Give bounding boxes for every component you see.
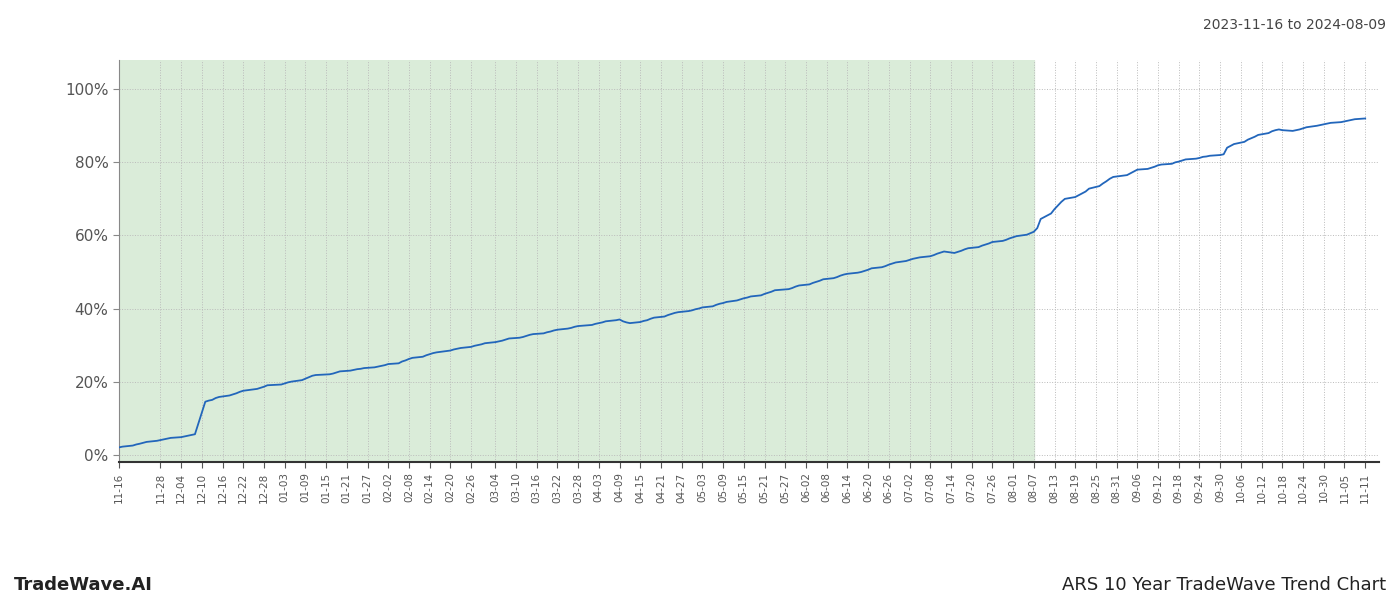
Text: TradeWave.AI: TradeWave.AI [14, 576, 153, 594]
Text: 2023-11-16 to 2024-08-09: 2023-11-16 to 2024-08-09 [1203, 18, 1386, 32]
Bar [119, 60, 1033, 462]
Text: ARS 10 Year TradeWave Trend Chart: ARS 10 Year TradeWave Trend Chart [1061, 576, 1386, 594]
